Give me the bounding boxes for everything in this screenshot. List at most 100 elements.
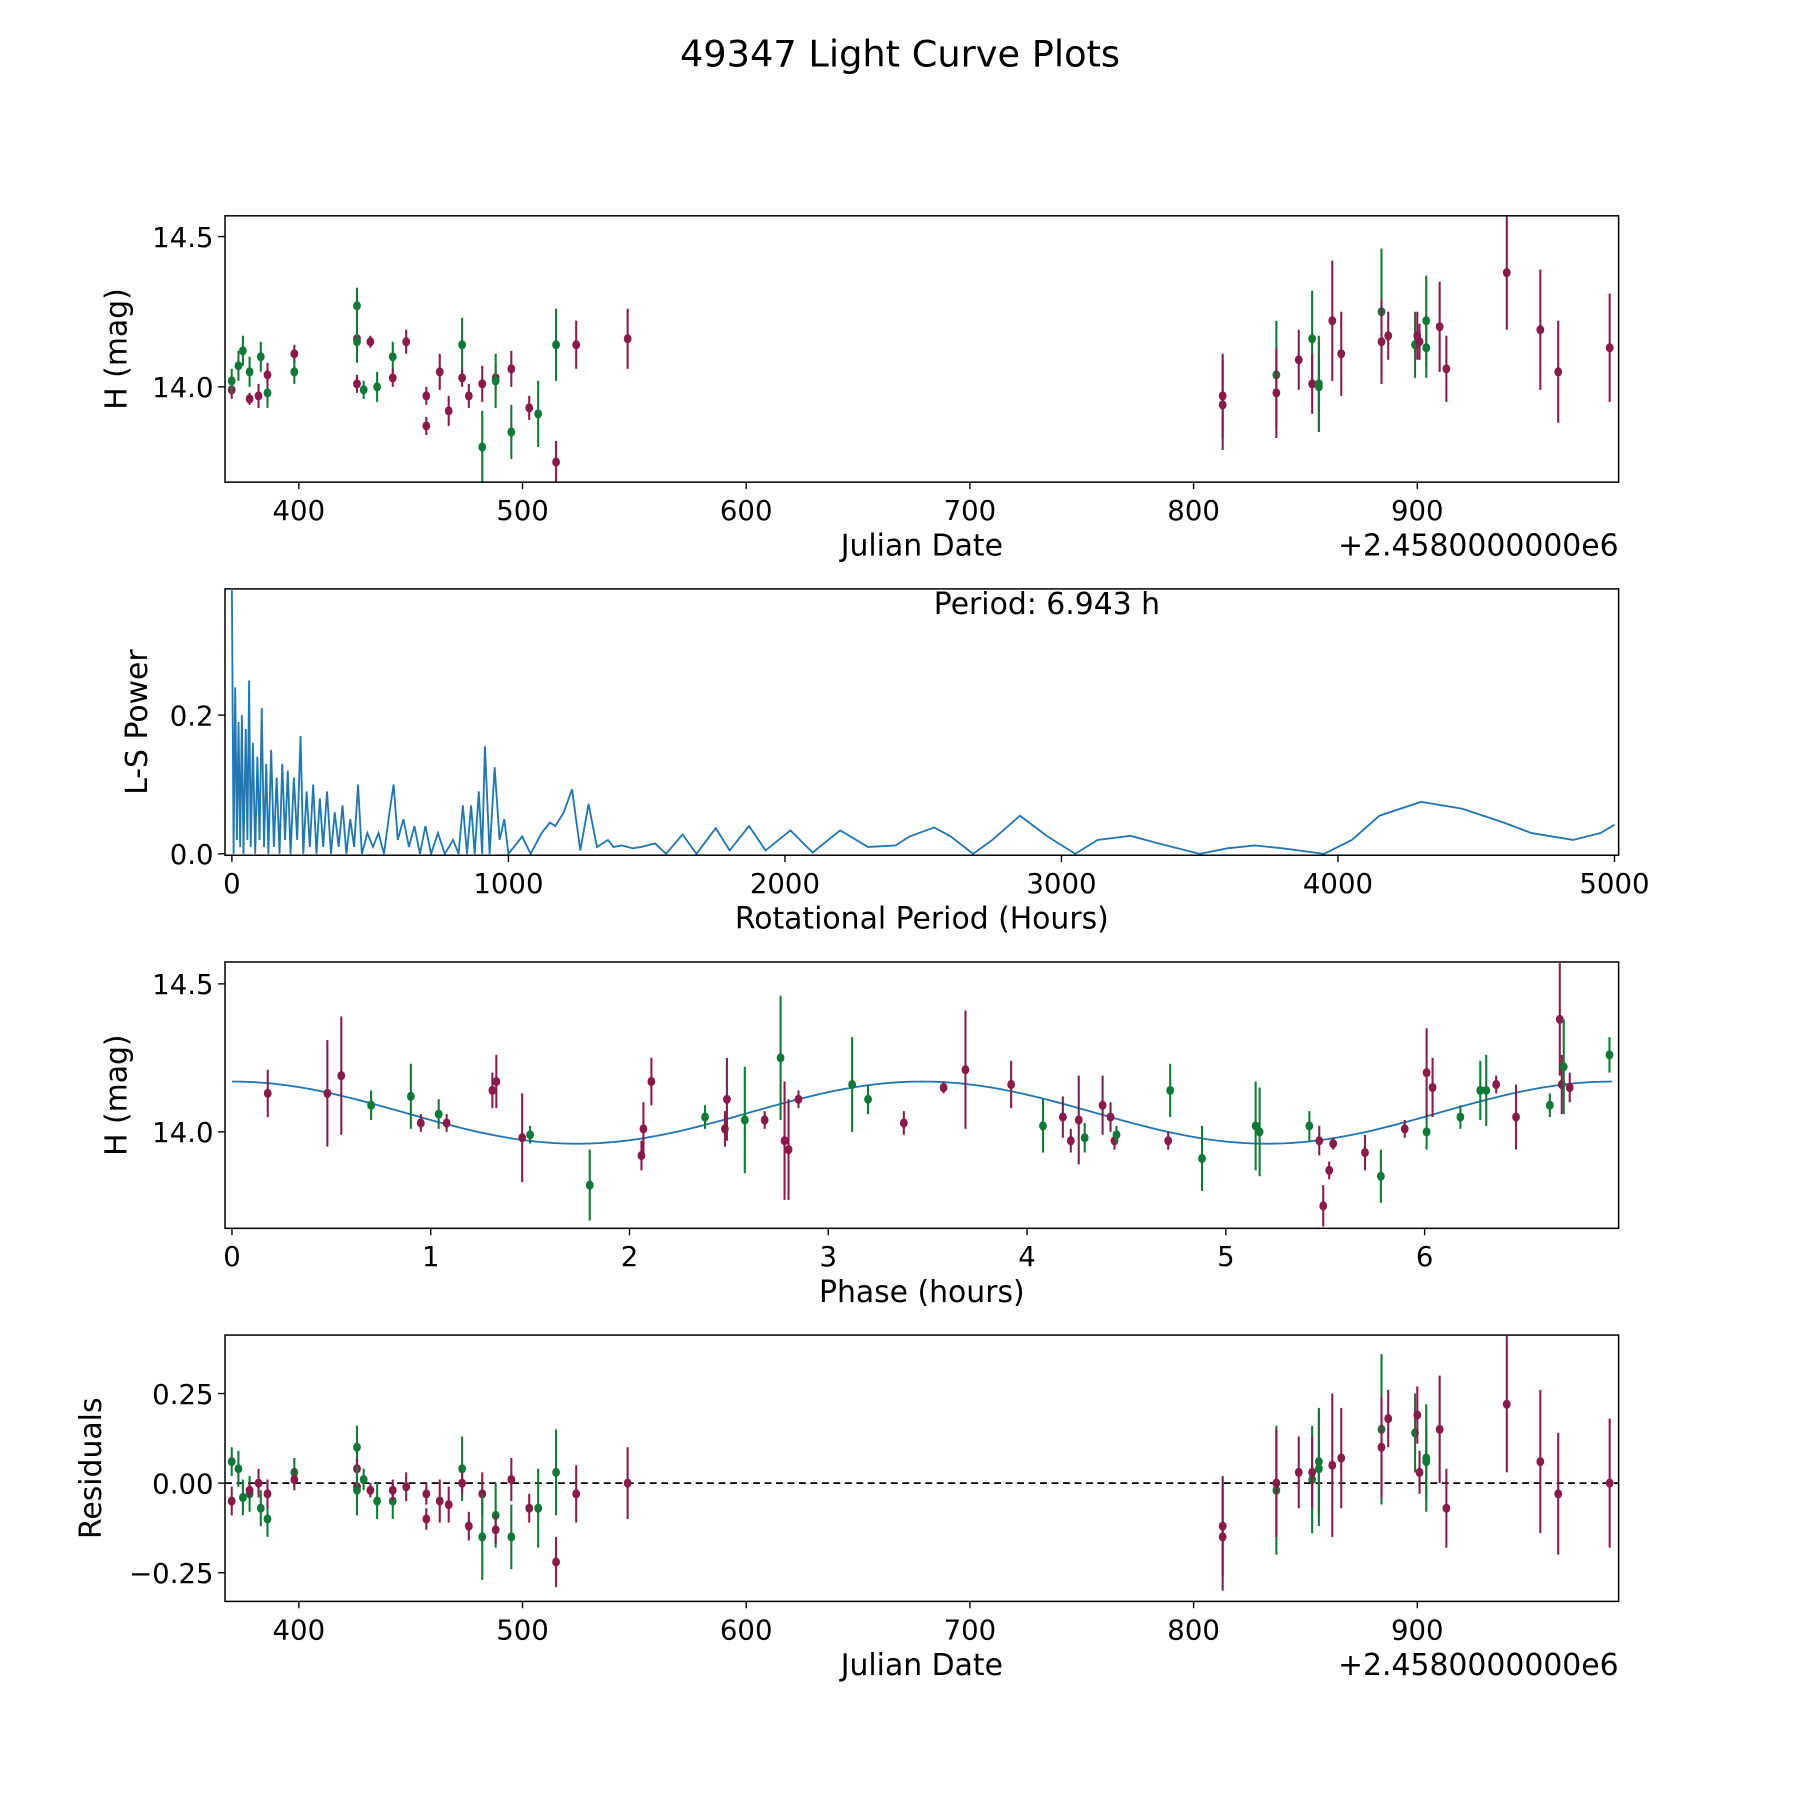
data-point xyxy=(1605,1050,1614,1060)
data-point xyxy=(526,1130,535,1140)
data-point xyxy=(723,1094,731,1104)
data-point xyxy=(1442,364,1451,374)
data-point xyxy=(1337,349,1346,359)
data-point xyxy=(388,1496,397,1506)
data-point xyxy=(245,394,254,404)
data-point xyxy=(794,1094,803,1104)
data-point xyxy=(227,1457,236,1467)
y-tick-label: 0.0 xyxy=(170,839,214,871)
period-annotation: Period: 6.943 h xyxy=(934,587,1160,622)
data-point xyxy=(1384,331,1393,341)
x-tick-label: 5000 xyxy=(1579,868,1649,900)
data-point xyxy=(416,1118,425,1128)
data-point xyxy=(1272,388,1281,398)
data-point xyxy=(1415,337,1424,347)
data-point xyxy=(1039,1121,1047,1131)
data-point xyxy=(458,1464,467,1474)
data-point xyxy=(434,1109,443,1119)
y-tick-label: −0.25 xyxy=(129,1558,213,1590)
x-tick-label: 800 xyxy=(1167,495,1220,527)
data-point xyxy=(1536,1457,1545,1467)
x-axis-label: Phase (hours) xyxy=(819,1275,1025,1310)
x-tick-label: 900 xyxy=(1391,495,1444,527)
data-point xyxy=(1422,1068,1431,1078)
plot-area xyxy=(231,963,1614,1227)
data-point xyxy=(525,403,534,413)
data-point xyxy=(1328,1460,1337,1470)
data-point xyxy=(848,1079,857,1090)
data-point xyxy=(435,367,444,377)
data-point xyxy=(780,1136,789,1146)
data-point xyxy=(507,427,516,437)
data-point xyxy=(488,1085,497,1096)
data-point xyxy=(1422,1457,1431,1467)
data-point xyxy=(492,1076,501,1087)
data-point xyxy=(1328,316,1337,326)
data-point xyxy=(1255,1127,1264,1137)
y-tick-label: 0.25 xyxy=(152,1379,213,1411)
data-point xyxy=(1315,1136,1324,1146)
data-point xyxy=(507,364,516,374)
data-point xyxy=(1482,1085,1491,1096)
data-point xyxy=(552,457,560,467)
y-axis-label: H (mag) xyxy=(99,288,134,409)
data-point xyxy=(422,391,431,401)
data-point xyxy=(1337,1453,1346,1463)
data-point xyxy=(263,1489,272,1499)
data-point xyxy=(1476,1085,1485,1096)
data-point xyxy=(1428,1082,1437,1093)
x-tick-label: 500 xyxy=(496,1614,549,1646)
panel-1: 400 500 600 700 800 900 14.0 14.5 Julian Date H (… xyxy=(99,215,1620,564)
data-point xyxy=(366,337,375,347)
data-point xyxy=(353,1485,361,1495)
data-point xyxy=(1435,1424,1444,1434)
x-tick-label: 1000 xyxy=(473,868,543,900)
data-point xyxy=(442,1118,451,1128)
x-tick-label: 900 xyxy=(1391,1614,1444,1646)
y-tick-label: 0.00 xyxy=(152,1468,213,1500)
data-point xyxy=(353,1442,361,1452)
data-point xyxy=(353,301,361,311)
data-point xyxy=(263,388,272,398)
data-point xyxy=(388,373,397,383)
y-tick-label: 14.0 xyxy=(152,1117,213,1149)
x-tick-label: 500 xyxy=(496,495,549,527)
data-point xyxy=(1605,343,1614,353)
data-point xyxy=(1305,1121,1314,1131)
data-point xyxy=(740,1115,749,1125)
data-point xyxy=(1007,1079,1016,1090)
data-point xyxy=(899,1118,908,1128)
data-point xyxy=(359,385,368,395)
x-tick-label: 2 xyxy=(621,1241,639,1273)
data-point xyxy=(491,376,500,386)
data-point xyxy=(458,1478,467,1488)
y-tick-label: 0.2 xyxy=(170,700,214,732)
data-point xyxy=(1325,1165,1334,1175)
data-point xyxy=(1308,1467,1317,1477)
data-point xyxy=(422,1489,431,1499)
data-point xyxy=(1502,1399,1511,1409)
data-point xyxy=(1442,1503,1451,1513)
data-point xyxy=(478,379,487,389)
data-point xyxy=(290,1474,299,1485)
data-point xyxy=(1164,1136,1173,1146)
data-point xyxy=(1435,322,1444,332)
data-point xyxy=(507,1532,516,1542)
data-point xyxy=(1502,268,1511,278)
data-point xyxy=(227,376,236,386)
data-point xyxy=(1422,343,1431,353)
data-point xyxy=(1456,1112,1465,1122)
data-point xyxy=(1554,367,1563,377)
data-point xyxy=(1218,400,1227,410)
data-point xyxy=(290,349,299,359)
data-point xyxy=(367,1100,376,1110)
y-tick-label: 14.0 xyxy=(152,372,213,404)
x-tick-label: 5 xyxy=(1217,1241,1235,1273)
x-tick-label: 400 xyxy=(273,495,326,527)
plot-area xyxy=(225,1336,1619,1591)
data-point xyxy=(1308,379,1317,389)
data-point xyxy=(256,1503,265,1513)
x-axis-label: Rotational Period (Hours) xyxy=(735,902,1109,937)
data-point xyxy=(234,361,243,371)
data-point xyxy=(760,1115,769,1125)
